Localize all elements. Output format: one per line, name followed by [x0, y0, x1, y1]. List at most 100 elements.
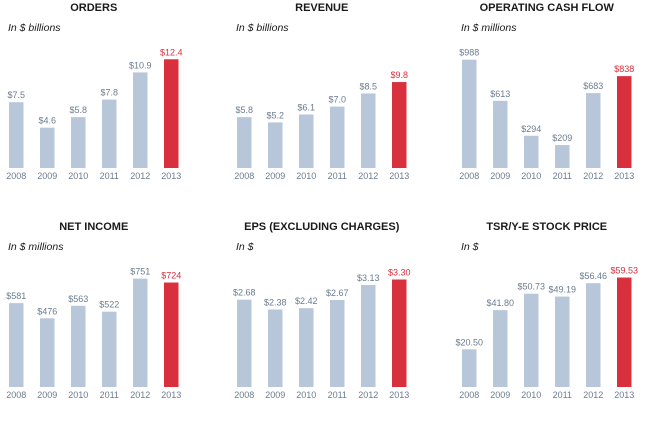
chart-unit: In $ millions [8, 241, 64, 253]
x-tick-label: 2010 [521, 171, 541, 181]
x-tick-label: 2012 [130, 171, 150, 181]
value-label: $50.73 [517, 282, 545, 292]
bar-2013 [164, 282, 179, 387]
value-label: $5.8 [235, 105, 253, 115]
value-label: $8.5 [359, 81, 377, 91]
value-label: $581 [6, 291, 26, 301]
bar-2009 [493, 100, 508, 168]
value-label: $613 [490, 89, 510, 99]
chart-title: TSR/Y-E STOCK PRICE [486, 221, 607, 233]
value-label: $56.46 [579, 271, 607, 281]
value-label: $7.0 [328, 95, 346, 105]
value-label: $563 [68, 294, 88, 304]
chart-panel-6: TSR/Y-E STOCK PRICE In $ $20.50 2008 $41.80 2… [453, 219, 661, 437]
value-label: $5.2 [266, 110, 284, 120]
value-label: $2.67 [326, 288, 349, 298]
bar-2008 [462, 59, 477, 169]
value-label: $4.6 [38, 116, 56, 126]
x-tick-label: 2013 [161, 390, 181, 400]
chart-unit: In $ billions [236, 22, 289, 34]
value-label: $2.68 [233, 288, 256, 298]
value-label: $294 [521, 124, 541, 134]
bar-2009 [268, 309, 283, 387]
chart-svg: EPS (EXCLUDING CHARGES) In $ $2.68 2008 $2.3… [233, 221, 411, 400]
value-label: $41.80 [486, 298, 514, 308]
chart-unit: In $ billions [8, 22, 61, 34]
bar-2013 [617, 277, 632, 387]
x-tick-label: 2011 [100, 390, 119, 400]
x-tick-label: 2008 [6, 390, 26, 400]
x-tick-label: 2008 [6, 171, 26, 181]
bar-2010 [524, 293, 539, 387]
value-label: $724 [161, 271, 181, 281]
bar-2011 [555, 296, 570, 387]
chart-panel-2: REVENUE In $ billions $5.8 2008 $5.2 2009 $6.1… [228, 0, 448, 218]
x-tick-label: 2008 [459, 171, 479, 181]
x-tick-label: 2013 [389, 171, 409, 181]
chart-panel-5: EPS (EXCLUDING CHARGES) In $ $2.68 2008 $2.3… [228, 219, 448, 437]
bar-2011 [330, 300, 345, 387]
x-tick-label: 2012 [583, 171, 603, 181]
chart-panel-3: OPERATING CASH FLOW In $ millions $988 2008… [453, 0, 661, 218]
value-label: $2.38 [264, 297, 287, 307]
value-label: $20.50 [455, 337, 483, 347]
x-tick-label: 2012 [130, 390, 150, 400]
x-tick-label: 2012 [358, 390, 378, 400]
bar-2010 [524, 135, 539, 168]
x-tick-label: 2013 [161, 171, 181, 181]
value-label: $838 [614, 64, 634, 74]
x-tick-label: 2011 [328, 390, 347, 400]
bar-2008 [237, 117, 252, 168]
x-tick-label: 2008 [234, 171, 254, 181]
value-label: $988 [459, 48, 479, 58]
chart-title: EPS (EXCLUDING CHARGES) [244, 221, 400, 233]
x-tick-label: 2010 [521, 390, 541, 400]
bar-2010 [299, 114, 314, 168]
x-tick-label: 2010 [296, 171, 316, 181]
value-label: $12.4 [160, 47, 183, 57]
chart-panel-1: ORDERS In $ billions $7.5 2008 $4.6 2009 $5.8 2… [0, 0, 220, 218]
x-tick-label: 2009 [490, 390, 510, 400]
chart-svg: OPERATING CASH FLOW In $ millions $988 2008… [459, 2, 634, 181]
bar-2013 [164, 59, 179, 169]
value-label: $683 [583, 81, 603, 91]
bar-2013 [392, 279, 407, 387]
x-tick-label: 2011 [553, 171, 572, 181]
chart-svg: REVENUE In $ billions $5.8 2008 $5.2 2009 $6.1… [234, 2, 409, 181]
x-tick-label: 2009 [490, 171, 510, 181]
bar-2013 [617, 76, 632, 168]
value-label: $3.30 [388, 268, 411, 278]
chart-svg: NET INCOME In $ millions $581 2008 $476 2009 $… [6, 221, 181, 400]
value-label: $9.8 [390, 70, 408, 80]
bar-2012 [586, 283, 601, 387]
chart-title: ORDERS [70, 2, 117, 14]
bar-2008 [462, 349, 477, 387]
x-tick-label: 2010 [68, 390, 88, 400]
bar-2012 [133, 278, 148, 387]
value-label: $10.9 [129, 60, 152, 70]
chart-unit: In $ [236, 241, 254, 253]
x-tick-label: 2010 [68, 171, 88, 181]
bar-2009 [40, 318, 55, 387]
x-tick-label: 2008 [459, 390, 479, 400]
bar-2009 [268, 122, 283, 168]
bar-2010 [299, 308, 314, 387]
bar-2011 [102, 99, 117, 168]
x-tick-label: 2010 [296, 390, 316, 400]
bar-2008 [237, 299, 252, 387]
chart-svg: TSR/Y-E STOCK PRICE In $ $20.50 2008 $41.80 2… [455, 221, 638, 400]
bar-2008 [9, 303, 24, 387]
bar-2011 [102, 311, 117, 387]
chart-title: REVENUE [295, 2, 348, 14]
value-label: $7.8 [100, 88, 118, 98]
value-label: $522 [99, 300, 119, 310]
bar-2011 [330, 106, 345, 168]
chart-title: NET INCOME [59, 221, 128, 233]
x-tick-label: 2011 [553, 390, 572, 400]
value-label: $6.1 [297, 103, 315, 113]
bar-2011 [555, 145, 570, 168]
value-label: $476 [37, 306, 57, 316]
bar-2012 [586, 93, 601, 168]
chart-unit: In $ millions [461, 22, 517, 34]
